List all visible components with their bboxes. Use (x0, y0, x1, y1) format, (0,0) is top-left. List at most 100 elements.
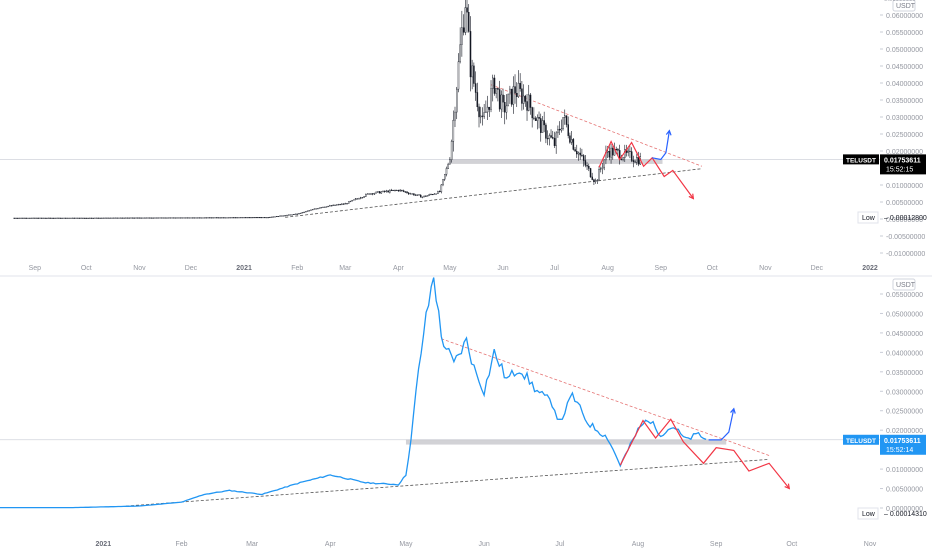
high-value-label: 0.06000000 (884, 0, 916, 3)
price-line-series[interactable] (0, 277, 707, 509)
candle-body (251, 217, 254, 219)
candle-body (531, 107, 533, 119)
candle-body (536, 117, 539, 121)
candle-body (517, 82, 520, 97)
bottom-chart-line-series[interactable] (0, 277, 707, 509)
support-zone (449, 159, 663, 164)
countdown-label: 15:52:15 (886, 166, 913, 173)
candle-body (104, 217, 106, 219)
candle-body (543, 120, 545, 126)
candle-body (474, 83, 477, 93)
candle-body (226, 217, 228, 219)
candle-body (375, 191, 377, 194)
candle-body (303, 211, 305, 213)
candle-body (423, 195, 425, 198)
candle-body (552, 137, 554, 139)
candle-body (468, 12, 470, 32)
candle-body (202, 217, 204, 219)
top-chart-time-axis[interactable]: Sep Oct Nov Dec 2021 Feb Mar Apr May Jun Jul Aug Sep… (29, 265, 878, 272)
bullish-projection (652, 130, 670, 161)
x-tick-label: May (443, 265, 457, 272)
candle-body (414, 194, 417, 196)
candle-body (457, 61, 460, 90)
candle-body (459, 44, 461, 62)
candle-body (188, 217, 191, 219)
candle-body (173, 217, 175, 219)
candle-body (190, 217, 192, 219)
x-tick-label: Nov (133, 265, 146, 272)
candle-body (22, 217, 24, 219)
x-tick-label: Apr (325, 541, 337, 548)
candle-body (77, 217, 79, 219)
candle-body (90, 217, 93, 219)
bottom-chart-price-axis[interactable]: 0.05500000 0.05000000 0.04500000 0.04000000… (843, 278, 927, 520)
bottom-chart-support-zone (405, 439, 727, 445)
symbol-tag-box[interactable] (843, 154, 879, 165)
candle-body (145, 217, 148, 219)
candle-body (581, 154, 583, 156)
resistance-trendline (490, 84, 703, 167)
candle-body (17, 217, 19, 219)
candle-body (29, 217, 31, 219)
candle-body (149, 217, 151, 219)
y-tick-label: 0.00500000 (886, 487, 923, 494)
candle-body (430, 194, 432, 196)
x-tick-label: Jun (497, 265, 508, 272)
candle-body (596, 179, 599, 181)
x-tick-label: Nov (864, 541, 877, 548)
candle-body (97, 217, 100, 219)
top-chart-price-axis[interactable]: 0.06000000 0.05500000 0.05000000 0.04500000… (843, 0, 927, 258)
x-tick-label: Sep (655, 265, 668, 272)
candle-body (565, 115, 568, 125)
candle-body (203, 217, 206, 219)
price-tag[interactable]: 0.01753611 (884, 438, 921, 445)
top-chart-candles[interactable] (13, 0, 642, 219)
bottom-chart-time-axis[interactable]: 2021 Feb Mar Apr May Jun Jul Aug Sep Oct Nov (96, 541, 877, 548)
price-tag-box[interactable] (880, 154, 926, 175)
y-tick-label: 0.04000000 (886, 81, 923, 88)
currency-tag[interactable]: USDT (896, 3, 916, 10)
candle-body (42, 217, 45, 219)
candle-body (154, 217, 156, 219)
candle-body (102, 217, 105, 219)
candle-body (473, 65, 475, 84)
candle-body (392, 189, 395, 191)
candle-body (548, 135, 551, 139)
candle-body (71, 217, 74, 219)
symbol-tag[interactable]: TELUSDT (846, 157, 876, 164)
y-tick-label: 0.04500000 (886, 64, 923, 71)
candle-body (135, 217, 137, 219)
bearish-projection (619, 418, 790, 489)
symbol-tag[interactable]: TELUSDT (846, 438, 876, 445)
candle-body (275, 216, 278, 218)
x-tick-label: 2021 (96, 541, 112, 548)
top-chart-projections (598, 129, 695, 200)
candle-body (608, 151, 611, 158)
currency-tag-box[interactable] (892, 0, 916, 12)
candle-body (318, 207, 321, 209)
candle-body (133, 217, 136, 219)
candle-body (610, 147, 612, 158)
candle-body (627, 150, 630, 153)
candle-body (239, 217, 242, 219)
candle-body (116, 217, 118, 219)
candle-body (421, 196, 424, 198)
candle-body (577, 152, 580, 155)
candle-body (437, 191, 439, 195)
symbol-tag-box[interactable] (843, 434, 879, 445)
candle-body (358, 198, 360, 200)
currency-tag[interactable]: USDT (896, 282, 916, 289)
candle-body (169, 217, 172, 219)
candle-body (30, 217, 33, 219)
candle-body (351, 199, 353, 202)
support-trendline (125, 458, 770, 507)
candle-body (569, 135, 571, 143)
price-tag[interactable]: 0.01753611 (884, 157, 921, 164)
candle-body (334, 204, 336, 206)
candle-body (366, 193, 369, 195)
candle-body (106, 217, 108, 219)
price-tag-box[interactable] (880, 434, 926, 455)
candle-body (445, 168, 448, 175)
currency-tag-box[interactable] (892, 278, 916, 291)
candle-body (161, 217, 163, 219)
